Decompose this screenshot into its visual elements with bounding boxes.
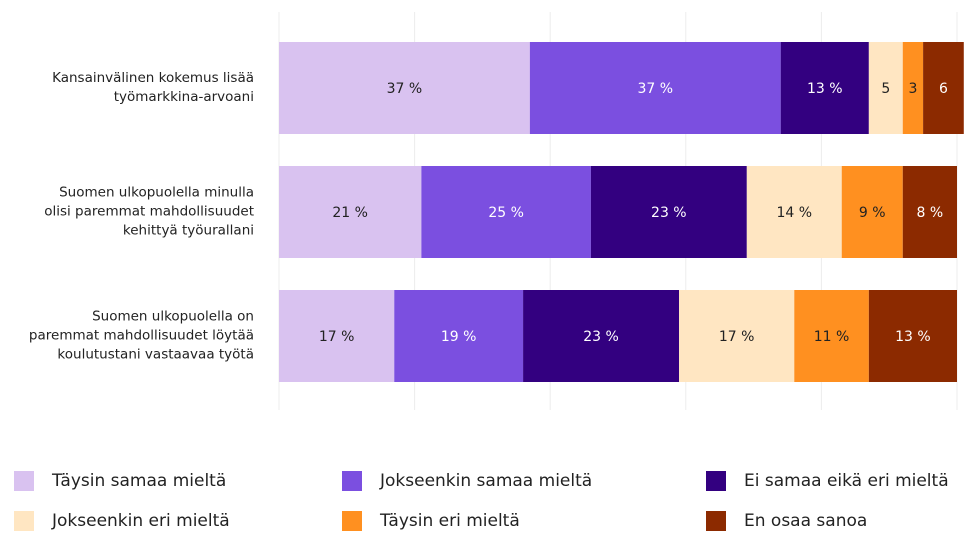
legend-swatch	[706, 511, 726, 531]
bar-segment	[923, 42, 964, 134]
category-label: Kansainvälinen kokemus lisää työmarkkina…	[52, 70, 254, 105]
bar-segment	[868, 290, 957, 382]
legend-swatch	[14, 471, 34, 491]
bar-segment	[590, 166, 747, 258]
data-label: 17 %	[719, 329, 755, 345]
bar-segment	[746, 166, 842, 258]
legend-label: Ei samaa eikä eri mieltä	[744, 471, 949, 491]
legend-item: En osaa sanoa	[706, 511, 867, 531]
legend-swatch	[706, 471, 726, 491]
data-label: 13 %	[895, 329, 931, 345]
legend-swatch	[342, 511, 362, 531]
data-label: 3	[908, 81, 917, 97]
data-label: 37 %	[638, 81, 674, 97]
bar-segment	[279, 42, 530, 134]
bar-segment	[794, 290, 869, 382]
legend-item: Jokseenkin samaa mieltä	[342, 471, 592, 491]
bar-segment	[902, 166, 957, 258]
legend-label: En osaa sanoa	[744, 511, 868, 531]
bar-segment	[421, 166, 591, 258]
bar-segment	[523, 290, 680, 382]
bar-segment	[841, 166, 903, 258]
data-label: 5	[881, 81, 890, 97]
legend-swatch	[342, 471, 362, 491]
legend-swatch	[14, 511, 34, 531]
data-label: 23 %	[651, 205, 687, 221]
legend-item: Jokseenkin eri mieltä	[14, 511, 230, 531]
bar-segment	[868, 42, 903, 134]
bar-segment	[679, 290, 795, 382]
data-label: 17 %	[319, 329, 355, 345]
data-label: 23 %	[583, 329, 619, 345]
data-label: 21 %	[332, 205, 368, 221]
data-label: 11 %	[814, 329, 850, 345]
legend-label: Jokseenkin samaa mieltä	[380, 471, 593, 491]
legend-label: Jokseenkin eri mieltä	[52, 511, 230, 531]
bar-segment	[279, 166, 422, 258]
data-label: 19 %	[441, 329, 477, 345]
bar-segment	[780, 42, 869, 134]
legend-label: Täysin eri mieltä	[380, 511, 520, 531]
legend-item: Täysin eri mieltä	[342, 511, 520, 531]
legend-item: Ei samaa eikä eri mieltä	[706, 471, 949, 491]
legend-label: Täysin samaa mieltä	[52, 471, 227, 491]
bar-segment	[279, 290, 395, 382]
bar-segment	[902, 42, 924, 134]
data-label: 8 %	[917, 205, 944, 221]
data-label: 6	[939, 81, 948, 97]
category-label: Suomen ulkopuolella on paremmat mahdolli…	[28, 308, 254, 363]
data-label: 37 %	[387, 81, 423, 97]
data-label: 9 %	[859, 205, 886, 221]
bar-segment	[529, 42, 781, 134]
data-label: 14 %	[776, 205, 812, 221]
category-label: Suomen ulkopuolella minulla olisi paremm…	[44, 184, 254, 239]
data-label: 25 %	[488, 205, 524, 221]
data-label: 13 %	[807, 81, 843, 97]
legend-item: Täysin samaa mieltä	[14, 471, 226, 491]
bar-segment	[394, 290, 524, 382]
